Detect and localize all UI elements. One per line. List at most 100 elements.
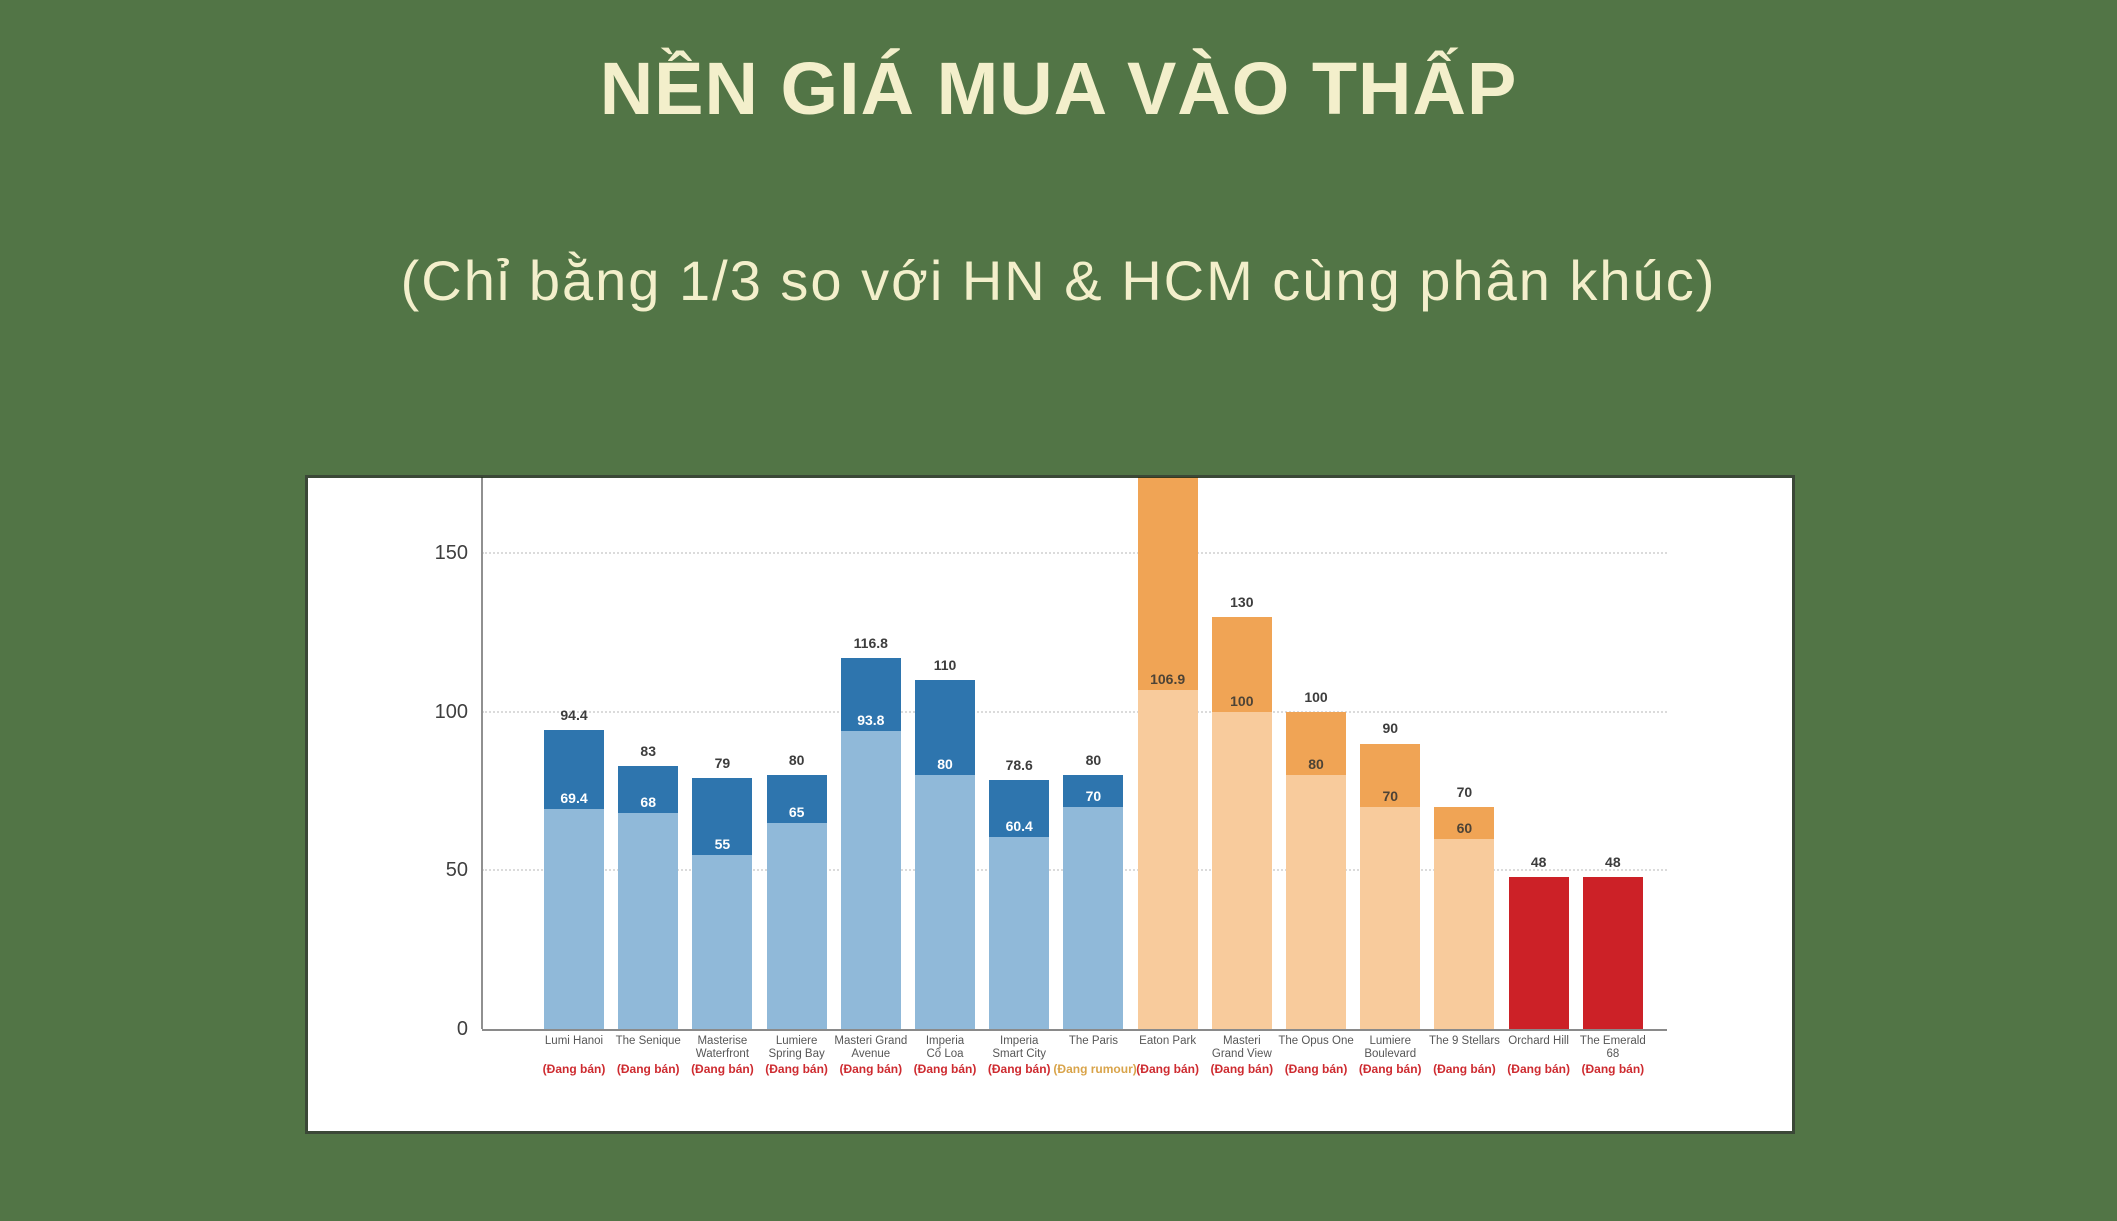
x-axis-status-label: (Đang bán) — [616, 1062, 680, 1076]
x-axis-label: Lumiere Boulevard — [1364, 1035, 1417, 1060]
x-axis-status-label: (Đang bán) — [1507, 1062, 1570, 1076]
bar-segment-high — [840, 658, 901, 732]
gridline-150 — [482, 552, 1667, 555]
x-axis-label: Imperia Cổ Loa — [925, 1035, 965, 1060]
bar-value-low-label: 60 — [1456, 819, 1473, 836]
x-axis-status-label: (Đang bán) — [839, 1062, 903, 1076]
bar-segment-low — [692, 854, 753, 1029]
y-tick-label-0: 0 — [456, 1018, 468, 1040]
bar-value-high-label: 83 — [640, 742, 656, 759]
y-tick-label-50: 50 — [445, 859, 468, 882]
bar-value-low-label: 69.4 — [560, 789, 588, 806]
bar-value-low-label: 70 — [1382, 787, 1399, 804]
bar-lumiere-boulevard: 70 90 Lumiere Boulevard (Đang bán) — [1359, 477, 1422, 1076]
x-axis-label: Masterise Waterfront — [695, 1035, 750, 1060]
bar-segment-high — [989, 779, 1050, 838]
x-axis-label: Eaton Park — [1139, 1035, 1197, 1047]
bar-segment-high — [1286, 711, 1347, 776]
bar-segment-low — [1434, 838, 1495, 1029]
bar-value-low-label: 70 — [1085, 787, 1102, 804]
y-axis-line — [481, 477, 483, 1029]
bar-segment-high — [1434, 806, 1495, 839]
x-axis-label: The Opus One — [1278, 1035, 1354, 1047]
bar-segment-low — [1211, 711, 1272, 1029]
bar-segment-low — [1360, 806, 1421, 1029]
bar-segment-high — [766, 775, 827, 823]
bar-segment — [1582, 876, 1643, 1029]
x-axis-status-label: (Đang bán) — [987, 1062, 1051, 1076]
bar-value-high-label: 100 — [1304, 688, 1328, 705]
bar-segment-low — [915, 775, 976, 1029]
x-axis-label: The 9 Stellars — [1428, 1035, 1500, 1047]
bar-value-low-label: 80 — [1308, 756, 1324, 773]
x-axis-status-label: (Đang bán) — [691, 1062, 754, 1076]
bar-value-low-label: 100 — [1230, 692, 1254, 709]
bar-segment-high — [1360, 743, 1421, 807]
bar-segment-high — [915, 680, 976, 776]
y-tick-label-150: 150 — [434, 542, 468, 565]
bar-value-high-label: 90 — [1382, 720, 1399, 737]
bar-value-low-label: 60.4 — [1005, 818, 1033, 835]
x-axis-label: The Emerald 68 — [1579, 1035, 1646, 1060]
bar-segment-high — [1063, 775, 1124, 807]
y-tick-label-100: 100 — [434, 700, 468, 723]
bar-the-paris: 70 80 The Paris (Đang rumour) — [1053, 477, 1136, 1076]
x-axis-status-label: (Đang bán) — [913, 1062, 977, 1076]
x-axis-status-label: (Đang rumour) — [1053, 1062, 1137, 1076]
x-axis-label: Orchard Hill — [1508, 1035, 1569, 1047]
x-axis-status-label: (Đang bán) — [1210, 1062, 1274, 1076]
bar-value-high-label: 116.8 — [853, 635, 888, 652]
bar-the-senique: 68 83 The Senique (Đang bán) — [616, 477, 681, 1076]
bar-lumiere-spring-bay: 65 80 Lumiere Spring Bay (Đang bán) — [765, 477, 828, 1076]
x-axis-status-label: (Đang bán) — [765, 1062, 828, 1076]
x-axis-label: Imperia Smart City — [992, 1035, 1047, 1060]
bar-value-high-label: 130 — [1230, 593, 1254, 610]
bar-value-high-label: 70 — [1456, 783, 1473, 800]
x-axis-status-label: (Đang bán) — [542, 1062, 606, 1076]
bar-segment-low — [1286, 775, 1347, 1029]
bar-value-low-label: 80 — [937, 756, 953, 773]
bars-container: 69.4 94.4 Lumi Hanoi (Đang bán) 68 83 The Seni… — [543, 477, 1646, 1076]
bar-value-low-label: 106.9 — [1150, 670, 1186, 687]
bar-segment-low — [840, 731, 901, 1029]
bar-masteri-grand-avenue: 93.8 116.8 Masteri Grand Avenue (Đang bán) — [834, 477, 907, 1076]
bar-value-high-label: 110 — [933, 657, 957, 674]
bar-segment — [1508, 876, 1569, 1029]
bar-value-high-label: 94.4 — [560, 706, 588, 723]
chart-plot-area: 0 50 100 150 69.4 94.4 Lumi Hanoi (Đang bán) 68 8… — [305, 475, 1795, 1134]
bar-the-opus-one: 80 100 The Opus One (Đang bán) — [1278, 477, 1353, 1076]
bar-segment-low — [1137, 689, 1198, 1029]
bar-segment-high — [1137, 477, 1198, 690]
chart-panel: 0 50 100 150 69.4 94.4 Lumi Hanoi (Đang bán) 68 8… — [305, 475, 1795, 1134]
x-axis-status-label: (Đang bán) — [1581, 1062, 1645, 1076]
x-axis-label: The Senique — [615, 1035, 681, 1047]
bar-segment-low — [766, 822, 827, 1029]
bar-segment-high — [544, 729, 604, 809]
bar-value-high-label: 80 — [1085, 752, 1102, 769]
bar-segment-low — [544, 808, 604, 1029]
x-axis-line — [482, 1029, 1667, 1031]
x-axis-label: The Paris — [1068, 1035, 1119, 1047]
gridline-100 — [482, 710, 1667, 713]
bar-the-9-stellars: 60 70 The 9 Stellars (Đang bán) — [1429, 477, 1500, 1076]
x-axis-label: Lumiere Spring Bay — [768, 1035, 825, 1060]
x-axis-label: Masteri Grand Avenue — [834, 1035, 908, 1060]
bar-masteri-grand-view: 100 130 Masteri Grand View (Đang bán) — [1210, 477, 1273, 1076]
x-axis-status-label: (Đang bán) — [1358, 1062, 1422, 1076]
bar-imperia-c-loa: 80 110 Imperia Cổ Loa (Đang bán) — [914, 477, 977, 1076]
bar-segment-high — [692, 778, 753, 855]
x-axis-label: Lumi Hanoi — [544, 1035, 604, 1047]
bar-value-low-label: 55 — [714, 835, 731, 852]
bar-segment-high — [1211, 616, 1272, 712]
bar-value-high-label: 48 — [1530, 853, 1547, 870]
bar-value-low-label: 93.8 — [857, 712, 885, 729]
bar-segment-low — [989, 837, 1050, 1029]
page-title: NỀN GIÁ MUA VÀO THẤP — [599, 47, 1518, 130]
x-axis-status-label: (Đang bán) — [1433, 1062, 1496, 1076]
x-axis-label: Masteri Grand View — [1211, 1035, 1272, 1060]
bar-segment-high — [618, 765, 679, 814]
bar-masterise-waterfront: 55 79 Masterise Waterfront (Đang bán) — [691, 477, 754, 1076]
bar-value-low-label: 65 — [788, 803, 805, 820]
bar-segment-low — [618, 813, 679, 1029]
